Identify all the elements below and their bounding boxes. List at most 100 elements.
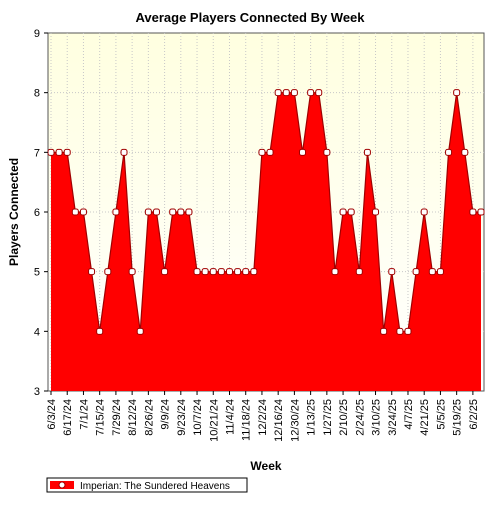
data-point	[372, 208, 380, 216]
x-tick-label: 10/21/24	[208, 399, 220, 442]
data-point	[461, 148, 469, 156]
x-tick-label: 12/30/24	[289, 399, 301, 442]
data-point	[363, 148, 371, 156]
data-point	[290, 89, 298, 97]
data-point	[258, 148, 266, 156]
series-area	[51, 92, 481, 392]
x-tick-label: 2/24/25	[354, 399, 366, 436]
data-point	[469, 208, 477, 216]
data-point	[47, 148, 55, 156]
x-tick-label: 6/2/25	[468, 399, 480, 430]
x-tick-label: 3/10/25	[371, 399, 383, 436]
data-point	[71, 208, 79, 216]
chart-title: Average Players Connected By Week	[135, 10, 365, 25]
data-point	[120, 148, 128, 156]
data-point	[209, 268, 217, 276]
legend-box	[46, 477, 248, 493]
x-tick-label: 7/29/24	[111, 399, 123, 436]
data-point	[144, 208, 152, 216]
data-point	[104, 268, 112, 276]
data-point	[112, 208, 120, 216]
data-point	[234, 268, 242, 276]
y-tick-label: 8	[34, 88, 40, 100]
x-axis: 6/3/24 6/17/24 7/1/24 7/15/24 7/29/24 8/12/24…	[46, 391, 480, 442]
x-tick-label: 6/17/24	[62, 399, 74, 436]
data-point	[396, 327, 404, 335]
x-tick-label: 7/15/24	[95, 399, 107, 436]
data-point	[96, 327, 104, 335]
x-tick-label: 6/3/24	[46, 399, 58, 430]
data-point	[380, 327, 388, 335]
x-tick-label: 10/7/24	[192, 399, 204, 436]
y-tick-label: 5	[34, 267, 40, 279]
data-point	[128, 268, 136, 276]
data-point	[225, 268, 233, 276]
x-tick-label: 4/7/25	[403, 399, 415, 430]
data-point	[388, 268, 396, 276]
x-tick-label: 9/9/24	[160, 399, 172, 430]
legend: Imperian: The Sundered Heavens	[46, 477, 248, 493]
legend-label: Imperian: The Sundered Heavens	[80, 481, 230, 492]
x-tick-label: 8/26/24	[143, 399, 155, 436]
data-point	[420, 208, 428, 216]
data-point	[445, 148, 453, 156]
data-point	[299, 148, 307, 156]
y-tick-label: 9	[34, 28, 40, 40]
x-tick-label: 3/24/25	[387, 399, 399, 436]
x-tick-label: 11/4/24	[224, 399, 236, 435]
data-point	[323, 148, 331, 156]
legend-marker-icon	[58, 481, 66, 489]
x-tick-label: 12/16/24	[273, 399, 285, 442]
data-point	[63, 148, 71, 156]
data-point	[79, 208, 87, 216]
data-point	[177, 208, 185, 216]
data-point	[266, 148, 274, 156]
data-point	[242, 268, 250, 276]
series-line	[51, 92, 481, 332]
data-point	[282, 89, 290, 97]
x-tick-label: 1/27/25	[322, 399, 334, 436]
x-tick-label: 7/1/24	[78, 399, 90, 430]
x-tick-label: 5/19/25	[452, 399, 464, 436]
data-point	[453, 89, 461, 97]
data-point	[412, 268, 420, 276]
data-point	[193, 268, 201, 276]
data-point	[339, 208, 347, 216]
x-tick-label: 12/2/24	[257, 399, 269, 436]
series-markers	[47, 89, 485, 335]
y-tick-label: 7	[34, 147, 40, 159]
data-point	[185, 208, 193, 216]
data-point	[428, 268, 436, 276]
data-point	[152, 208, 160, 216]
x-tick-label: 4/21/25	[419, 399, 431, 436]
data-point	[436, 268, 444, 276]
y-axis-label: Players Connected	[7, 158, 21, 266]
data-point	[55, 148, 63, 156]
x-tick-label: 8/12/24	[127, 399, 139, 436]
y-axis: 3 4 5 6 7 8 9	[34, 28, 48, 398]
x-axis-label: Week	[250, 459, 281, 473]
x-tick-label: 1/13/25	[306, 399, 318, 436]
data-point	[355, 268, 363, 276]
data-point	[88, 268, 96, 276]
data-point	[274, 89, 282, 97]
data-point	[201, 268, 209, 276]
data-point	[404, 327, 412, 335]
data-point	[169, 208, 177, 216]
data-point	[136, 327, 144, 335]
data-point	[161, 268, 169, 276]
x-tick-label: 11/18/24	[241, 399, 253, 441]
data-point	[250, 268, 258, 276]
y-tick-label: 3	[34, 386, 40, 398]
x-tick-label: 9/23/24	[176, 399, 188, 436]
data-point	[477, 208, 485, 216]
data-point	[315, 89, 323, 97]
data-point	[347, 208, 355, 216]
data-point	[217, 268, 225, 276]
x-tick-label: 2/10/25	[338, 399, 350, 436]
y-tick-label: 6	[34, 207, 40, 219]
series-area-fill	[51, 92, 481, 392]
x-tick-label: 5/5/25	[435, 399, 447, 430]
